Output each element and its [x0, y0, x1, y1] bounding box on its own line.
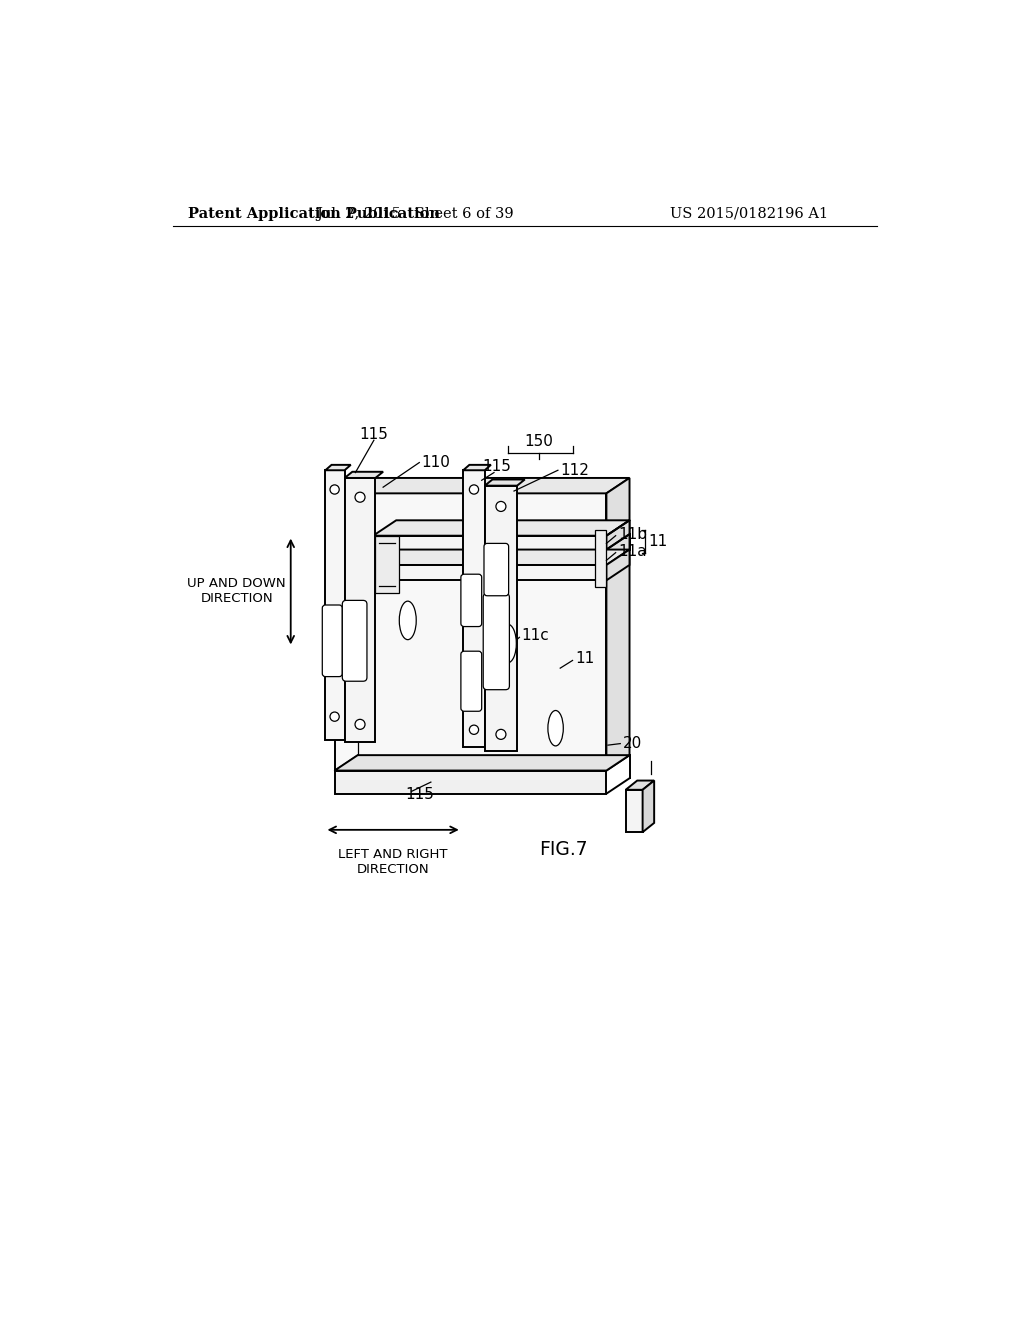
Text: Patent Application Publication: Patent Application Publication	[188, 207, 440, 220]
Polygon shape	[606, 549, 630, 581]
Text: 11a: 11a	[617, 544, 646, 558]
Polygon shape	[373, 520, 630, 536]
Text: 115: 115	[359, 426, 388, 442]
Polygon shape	[326, 470, 345, 739]
Text: 20: 20	[624, 737, 643, 751]
FancyBboxPatch shape	[342, 601, 367, 681]
Text: 115: 115	[404, 787, 434, 803]
Circle shape	[330, 484, 339, 494]
Polygon shape	[335, 771, 606, 793]
Polygon shape	[484, 479, 524, 486]
Polygon shape	[335, 755, 630, 771]
Polygon shape	[345, 471, 383, 478]
Polygon shape	[643, 780, 654, 832]
Polygon shape	[345, 478, 376, 742]
Text: 11b: 11b	[617, 527, 647, 541]
FancyBboxPatch shape	[461, 651, 481, 711]
FancyBboxPatch shape	[323, 605, 342, 677]
Circle shape	[355, 719, 365, 730]
Ellipse shape	[399, 601, 416, 640]
Text: 150: 150	[524, 434, 553, 449]
Text: LEFT AND RIGHT
DIRECTION: LEFT AND RIGHT DIRECTION	[338, 847, 447, 875]
Circle shape	[496, 730, 506, 739]
Text: 11c: 11c	[521, 628, 550, 643]
Polygon shape	[595, 529, 606, 586]
Polygon shape	[484, 486, 517, 751]
Circle shape	[496, 502, 506, 511]
Text: 115: 115	[482, 459, 512, 474]
Polygon shape	[626, 780, 654, 789]
Ellipse shape	[500, 624, 516, 663]
Polygon shape	[606, 520, 630, 549]
Text: 11: 11	[574, 651, 594, 667]
Circle shape	[469, 484, 478, 494]
Polygon shape	[463, 465, 490, 470]
Polygon shape	[326, 465, 351, 470]
Polygon shape	[376, 536, 398, 594]
FancyBboxPatch shape	[484, 544, 509, 595]
FancyBboxPatch shape	[461, 574, 481, 627]
FancyBboxPatch shape	[483, 594, 509, 689]
Polygon shape	[606, 478, 630, 771]
Text: FIG.7: FIG.7	[539, 841, 588, 859]
Polygon shape	[463, 470, 484, 747]
Polygon shape	[335, 478, 630, 494]
Ellipse shape	[548, 710, 563, 746]
Text: 11: 11	[648, 535, 668, 549]
Polygon shape	[335, 494, 606, 771]
Text: 112: 112	[560, 463, 589, 478]
Text: UP AND DOWN
DIRECTION: UP AND DOWN DIRECTION	[187, 577, 286, 605]
Text: US 2015/0182196 A1: US 2015/0182196 A1	[670, 207, 827, 220]
Polygon shape	[626, 789, 643, 832]
Text: 110: 110	[422, 455, 451, 470]
Text: Jul. 2, 2015   Sheet 6 of 39: Jul. 2, 2015 Sheet 6 of 39	[316, 207, 514, 220]
Polygon shape	[373, 549, 630, 565]
Polygon shape	[373, 565, 606, 581]
Polygon shape	[373, 536, 606, 549]
Circle shape	[469, 725, 478, 734]
Circle shape	[330, 711, 339, 721]
Circle shape	[355, 492, 365, 502]
